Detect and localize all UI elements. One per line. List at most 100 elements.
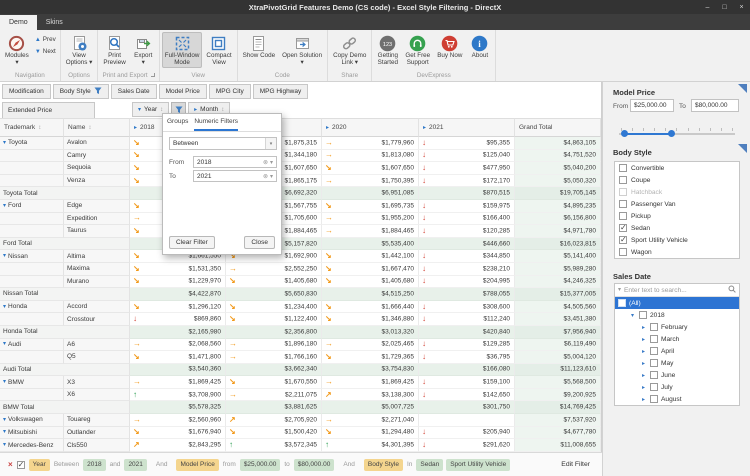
pivot-cell[interactable]: ↘$1,442,100 bbox=[322, 250, 419, 263]
trademark-cell[interactable]: ▾BMW bbox=[0, 376, 64, 389]
ribbon-copy-demo-link-button[interactable]: Copy DemoLink ▾ bbox=[330, 32, 369, 68]
pivot-cell[interactable]: ↘$1,296,120 bbox=[130, 301, 226, 314]
pivot-cell[interactable]: ↓$204,995 bbox=[419, 276, 515, 289]
pivot-cell[interactable]: $2,356,800 bbox=[226, 326, 322, 339]
expand-caret-icon[interactable]: ▸ bbox=[194, 107, 197, 113]
pivot-cell[interactable]: ↓$308,600 bbox=[419, 301, 515, 314]
name-cell[interactable]: Q5 bbox=[64, 351, 130, 364]
pivot-cell[interactable]: →$1,779,960 bbox=[322, 137, 419, 150]
chevron-down-icon[interactable]: ▾ bbox=[265, 138, 276, 149]
pivot-cell[interactable]: ↘$1,346,880 bbox=[322, 313, 419, 326]
grand-total-cell[interactable]: $11,123,610 bbox=[515, 364, 601, 377]
grand-total-cell[interactable]: $3,451,380 bbox=[515, 313, 601, 326]
tree-caret-icon[interactable]: ▸ bbox=[640, 324, 647, 331]
pivot-cell[interactable]: $2,165,980 bbox=[130, 326, 226, 339]
body-style-item-passenger-van[interactable]: Passenger Van bbox=[615, 198, 739, 210]
pivot-cell[interactable]: $5,535,400 bbox=[322, 238, 419, 251]
field-button-mpg-city[interactable]: MPG City bbox=[209, 84, 251, 99]
grand-total-cell[interactable]: $7,956,940 bbox=[515, 326, 601, 339]
trademark-cell[interactable]: ▾Audi bbox=[0, 339, 64, 352]
ribbon-about-button[interactable]: iAbout bbox=[466, 32, 493, 61]
edit-filter-link[interactable]: Edit Filter bbox=[561, 461, 590, 468]
ribbon-next-button[interactable]: ▼Next bbox=[33, 47, 58, 56]
filter-token-value[interactable]: Sport Utility Vehicle bbox=[446, 459, 510, 471]
filter-token-value[interactable]: 2021 bbox=[124, 459, 146, 471]
filter-token-field[interactable]: Year bbox=[29, 459, 50, 471]
name-cell[interactable]: A6 bbox=[64, 339, 130, 352]
trademark-cell[interactable] bbox=[0, 213, 64, 226]
grand-total-cell[interactable]: $5,141,400 bbox=[515, 250, 601, 263]
grand-total-cell[interactable]: $4,246,325 bbox=[515, 276, 601, 289]
collapse-caret-icon[interactable]: ▾ bbox=[3, 379, 6, 385]
tree-caret-icon[interactable]: ▸ bbox=[640, 372, 647, 379]
search-input[interactable]: Enter text to search... bbox=[624, 287, 725, 294]
body-style-item-wagon[interactable]: Wagon bbox=[615, 246, 739, 258]
pivot-cell[interactable]: ↓$238,210 bbox=[419, 263, 515, 276]
name-cell[interactable]: Expedition bbox=[64, 213, 130, 226]
pivot-cell[interactable]: ↓$112,240 bbox=[419, 313, 515, 326]
row-area-header-trademark[interactable]: Trademark↕ bbox=[0, 118, 64, 137]
name-cell[interactable]: Touareg bbox=[64, 414, 130, 427]
filter-token-field[interactable]: Body Style bbox=[364, 459, 403, 471]
collapse-caret-icon[interactable]: ▾ bbox=[3, 304, 6, 310]
pivot-cell[interactable]: →$2,068,560 bbox=[130, 339, 226, 352]
pivot-cell[interactable]: $420,840 bbox=[419, 326, 515, 339]
checkbox[interactable] bbox=[619, 164, 627, 172]
collapse-caret-icon[interactable]: ▾ bbox=[3, 253, 6, 259]
pivot-cell[interactable]: →$1,955,200 bbox=[322, 213, 419, 226]
grand-total-cell[interactable]: $15,377,005 bbox=[515, 288, 601, 301]
maximize-button[interactable]: □ bbox=[716, 0, 733, 14]
pivot-cell[interactable]: →$2,552,250 bbox=[226, 263, 322, 276]
name-cell[interactable]: Camry bbox=[64, 150, 130, 163]
pivot-cell[interactable]: $3,013,320 bbox=[322, 326, 419, 339]
pivot-cell[interactable]: ↘$1,666,440 bbox=[322, 301, 419, 314]
grand-total-cell[interactable]: $4,677,780 bbox=[515, 427, 601, 440]
field-button-body-style[interactable]: Body Style bbox=[53, 84, 109, 99]
tree-caret-icon[interactable]: ▸ bbox=[640, 360, 647, 367]
expand-caret-icon[interactable]: ▸ bbox=[134, 125, 137, 131]
pivot-cell[interactable]: ↘$1,695,735 bbox=[322, 200, 419, 213]
checkbox[interactable] bbox=[650, 395, 658, 403]
field-button-modification[interactable]: Modification bbox=[2, 84, 51, 99]
pivot-cell[interactable]: →$1,869,425 bbox=[130, 376, 226, 389]
operator-select[interactable]: Between ▾ bbox=[169, 137, 277, 150]
remove-filter-icon[interactable]: × bbox=[8, 460, 13, 469]
slider-handle-max[interactable] bbox=[668, 130, 675, 137]
name-cell[interactable]: Crosstour bbox=[64, 313, 130, 326]
ribbon-open-solution-button[interactable]: Open Solution▾ bbox=[279, 32, 325, 68]
ribbon-buy-now-button[interactable]: Buy Now bbox=[434, 32, 465, 61]
tree-item-august[interactable]: ▸August bbox=[615, 393, 739, 405]
ribbon-show-code-button[interactable]: Show Code bbox=[240, 32, 279, 61]
body-style-item-pickup[interactable]: Pickup bbox=[615, 210, 739, 222]
trademark-cell[interactable]: ▾Mitsubishi bbox=[0, 427, 64, 440]
pivot-cell[interactable]: ↘$1,500,420 bbox=[226, 427, 322, 440]
pivot-cell[interactable]: ↓$172,170 bbox=[419, 175, 515, 188]
pivot-cell[interactable]: ↓$291,620 bbox=[419, 439, 515, 452]
body-style-item-sedan[interactable]: Sedan bbox=[615, 222, 739, 234]
checkbox[interactable] bbox=[619, 176, 627, 184]
column-header-2021[interactable]: ▸2021 bbox=[419, 118, 515, 137]
pivot-cell[interactable]: ↘$1,229,970 bbox=[130, 276, 226, 289]
pivot-cell[interactable]: $6,951,085 bbox=[322, 187, 419, 200]
grand-total-cell[interactable]: $6,156,800 bbox=[515, 213, 601, 226]
pivot-cell[interactable]: →$1,766,160 bbox=[226, 351, 322, 364]
filter-token-value[interactable]: $80,000.00 bbox=[294, 459, 335, 471]
close-popup-button[interactable]: Close bbox=[244, 236, 275, 249]
pivot-cell[interactable]: ↘$1,471,800 bbox=[130, 351, 226, 364]
ribbon-export-button[interactable]: Export▾ bbox=[130, 32, 157, 68]
checkbox[interactable] bbox=[619, 188, 627, 196]
body-style-item-hatchback[interactable]: Hatchback bbox=[615, 186, 739, 198]
grand-total-cell[interactable]: $5,040,200 bbox=[515, 162, 601, 175]
trademark-cell[interactable] bbox=[0, 389, 64, 402]
ribbon-print-preview-button[interactable]: PrintPreview bbox=[100, 32, 128, 68]
body-style-item-sport-utility-vehicle[interactable]: Sport Utility Vehicle bbox=[615, 234, 739, 246]
column-header-2020[interactable]: ▸2020 bbox=[322, 118, 419, 137]
pivot-cell[interactable]: $4,422,870 bbox=[130, 288, 226, 301]
collapse-caret-icon[interactable]: ▾ bbox=[3, 203, 6, 209]
pivot-cell[interactable]: ↘$1,531,350 bbox=[130, 263, 226, 276]
trademark-cell[interactable]: ▾Volkswagen bbox=[0, 414, 64, 427]
pivot-cell[interactable]: $166,080 bbox=[419, 364, 515, 377]
trademark-cell[interactable] bbox=[0, 150, 64, 163]
trademark-cell[interactable]: ▾Nissan bbox=[0, 250, 64, 263]
filter-funnel-icon[interactable] bbox=[94, 87, 102, 97]
